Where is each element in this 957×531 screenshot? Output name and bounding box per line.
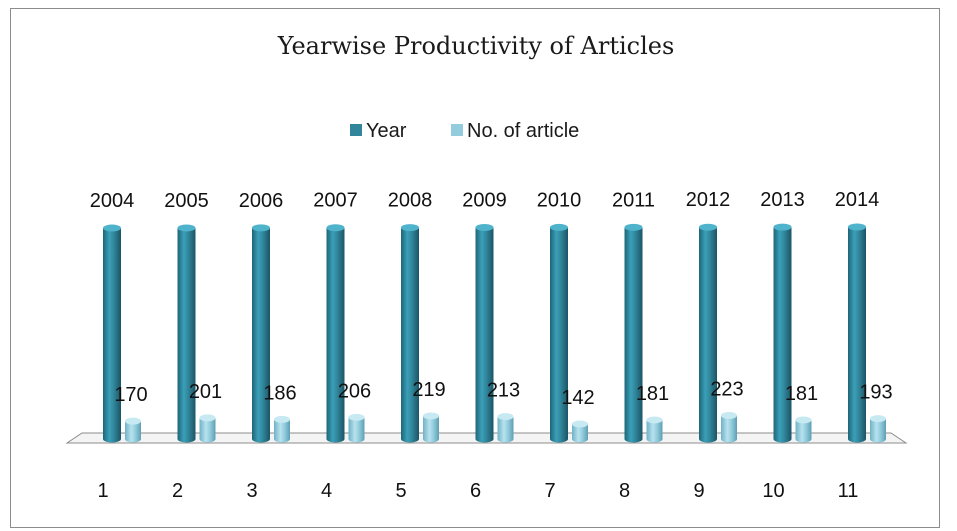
chart-frame: Yearwise Productivity of Articles Year N… bbox=[10, 8, 940, 528]
legend-swatch-year bbox=[350, 124, 362, 136]
x-tick-1: 1 bbox=[97, 480, 108, 502]
label-articles-11: 193 bbox=[859, 382, 892, 404]
label-articles-2: 201 bbox=[189, 381, 222, 403]
label-year-7: 2010 bbox=[537, 189, 582, 211]
label-year-9: 2012 bbox=[686, 189, 731, 211]
label-articles-1: 170 bbox=[114, 384, 147, 406]
bar-year-7 bbox=[550, 223, 568, 443]
bar-articles-7 bbox=[572, 420, 588, 443]
x-axis-ticks: 1 2 3 4 5 6 7 8 9 10 11 bbox=[97, 480, 858, 502]
bar-articles-6 bbox=[497, 413, 514, 443]
bar-articles-2 bbox=[199, 414, 216, 443]
bar-year-9 bbox=[699, 223, 717, 443]
bar-year-11 bbox=[848, 223, 866, 443]
x-tick-6: 6 bbox=[470, 480, 481, 502]
label-year-3: 2006 bbox=[239, 190, 284, 212]
value-labels: 2004 170 2005 201 2006 186 2007 206 2008 219 2009 2… bbox=[90, 189, 893, 409]
bar-year-6 bbox=[475, 224, 494, 443]
bar-year-8 bbox=[624, 223, 643, 443]
bar-articles-4 bbox=[348, 413, 365, 443]
legend-label-articles: No. of article bbox=[467, 120, 579, 142]
label-year-5: 2008 bbox=[388, 190, 433, 212]
label-articles-10: 181 bbox=[785, 383, 818, 405]
x-tick-7: 7 bbox=[544, 480, 555, 502]
x-tick-8: 8 bbox=[619, 480, 630, 502]
bar-articles-8 bbox=[646, 416, 663, 443]
bar-articles-10 bbox=[795, 416, 812, 443]
label-articles-8: 181 bbox=[636, 383, 669, 405]
bar-articles-11 bbox=[870, 415, 886, 443]
label-year-4: 2007 bbox=[313, 190, 358, 212]
label-articles-7: 142 bbox=[561, 387, 594, 409]
bar-articles-9 bbox=[721, 412, 737, 443]
x-tick-5: 5 bbox=[395, 480, 406, 502]
label-year-2: 2005 bbox=[164, 190, 209, 212]
bar-year-1 bbox=[103, 224, 121, 443]
x-tick-4: 4 bbox=[321, 480, 332, 502]
chart-svg: Yearwise Productivity of Articles Year N… bbox=[65, 32, 908, 502]
bar-year-3 bbox=[252, 224, 270, 443]
bar-year-5 bbox=[401, 224, 419, 443]
label-articles-9: 223 bbox=[710, 379, 743, 401]
bar-articles-1 bbox=[125, 417, 141, 443]
label-articles-3: 186 bbox=[263, 382, 296, 404]
label-articles-6: 213 bbox=[487, 380, 520, 402]
bars bbox=[103, 223, 886, 443]
chart-title: Yearwise Productivity of Articles bbox=[277, 32, 675, 60]
legend: Year No. of article bbox=[350, 120, 579, 142]
bar-articles-5 bbox=[423, 412, 439, 443]
x-tick-10: 10 bbox=[762, 480, 784, 502]
legend-label-year: Year bbox=[366, 120, 407, 142]
legend-swatch-articles bbox=[451, 124, 463, 136]
label-year-1: 2004 bbox=[90, 190, 135, 212]
bar-year-10 bbox=[773, 223, 792, 443]
label-year-8: 2011 bbox=[612, 189, 655, 211]
label-articles-5: 219 bbox=[412, 379, 445, 401]
bar-year-4 bbox=[326, 224, 345, 443]
x-tick-11: 11 bbox=[838, 480, 859, 502]
label-articles-4: 206 bbox=[338, 380, 371, 402]
x-tick-3: 3 bbox=[246, 480, 257, 502]
label-year-10: 2013 bbox=[760, 189, 805, 211]
label-year-6: 2009 bbox=[462, 190, 507, 212]
bar-year-2 bbox=[177, 224, 196, 443]
bar-articles-3 bbox=[274, 415, 290, 443]
x-tick-9: 9 bbox=[693, 480, 704, 502]
label-year-11: 2014 bbox=[835, 189, 880, 211]
x-tick-2: 2 bbox=[172, 480, 183, 502]
